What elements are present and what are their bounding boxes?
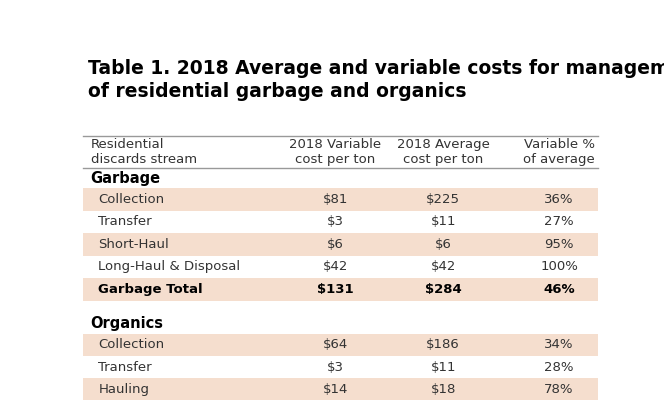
Text: 27%: 27% [544, 215, 574, 228]
Bar [83, 211, 598, 233]
Text: $42: $42 [430, 260, 456, 273]
Text: $284: $284 [425, 283, 461, 296]
Text: $18: $18 [430, 383, 456, 396]
Text: $42: $42 [323, 260, 348, 273]
Text: $11: $11 [430, 361, 456, 374]
Text: Collection: Collection [98, 193, 165, 206]
Text: $64: $64 [323, 338, 348, 351]
Text: $81: $81 [323, 193, 348, 206]
Bar [83, 278, 598, 300]
Text: Table 1. 2018 Average and variable costs for management
of residential garbage a: Table 1. 2018 Average and variable costs… [88, 59, 664, 101]
Bar [83, 300, 598, 314]
Text: 46%: 46% [543, 283, 575, 296]
Text: 28%: 28% [544, 361, 574, 374]
Bar [83, 356, 598, 378]
Text: Organics: Organics [91, 316, 164, 331]
Bar [83, 188, 598, 211]
Text: $6: $6 [435, 238, 452, 251]
Text: Short-Haul: Short-Haul [98, 238, 169, 251]
Text: Residential
discards stream: Residential discards stream [91, 138, 197, 166]
Text: $3: $3 [327, 361, 344, 374]
Text: 2018 Average
cost per ton: 2018 Average cost per ton [397, 138, 489, 166]
Text: Variable %
of average: Variable % of average [523, 138, 595, 166]
Text: $3: $3 [327, 215, 344, 228]
Text: 2018 Variable
cost per ton: 2018 Variable cost per ton [289, 138, 381, 166]
Bar [83, 233, 598, 256]
Text: Collection: Collection [98, 338, 165, 351]
Bar [83, 334, 598, 356]
Text: $14: $14 [323, 383, 348, 396]
Text: $225: $225 [426, 193, 460, 206]
Bar [83, 168, 598, 188]
Text: Transfer: Transfer [98, 215, 152, 228]
Bar [83, 378, 598, 400]
Text: 34%: 34% [544, 338, 574, 351]
Text: Garbage: Garbage [91, 171, 161, 186]
Bar [83, 314, 598, 334]
Text: $11: $11 [430, 215, 456, 228]
Text: Hauling: Hauling [98, 383, 149, 396]
Text: 78%: 78% [544, 383, 574, 396]
Text: Garbage Total: Garbage Total [98, 283, 203, 296]
Text: Long-Haul & Disposal: Long-Haul & Disposal [98, 260, 240, 273]
Text: 95%: 95% [544, 238, 574, 251]
Text: Transfer: Transfer [98, 361, 152, 374]
Text: $6: $6 [327, 238, 343, 251]
Text: $131: $131 [317, 283, 353, 296]
Bar [83, 256, 598, 278]
Text: $186: $186 [426, 338, 460, 351]
Text: 36%: 36% [544, 193, 574, 206]
Text: 100%: 100% [540, 260, 578, 273]
